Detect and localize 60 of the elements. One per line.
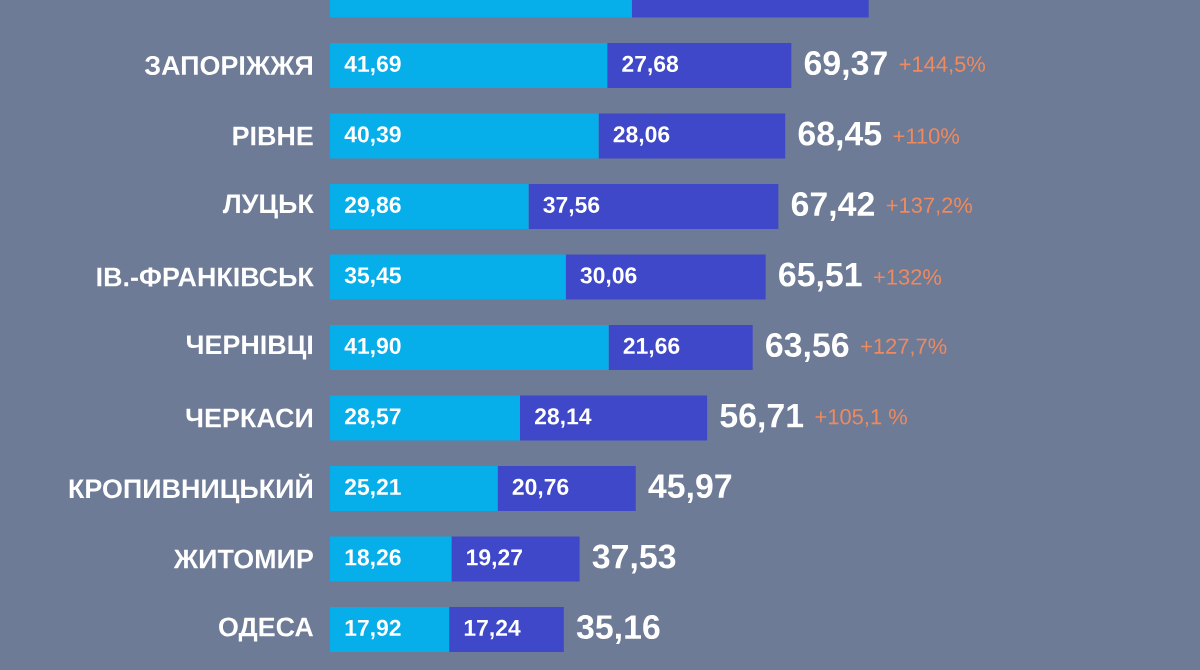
data-label: 41,90 [344,337,401,358]
y-tick-label: ЗАПОРІЖЖЯ [144,55,313,76]
total-label: 45,97 [648,474,732,503]
data-label: 18,26 [345,549,401,569]
bar [330,43,608,89]
data-label: 21,66 [623,337,680,358]
data-label: 17,92 [345,619,401,640]
data-label: 40,39 [344,126,401,146]
total-label: 56,71 [720,403,804,433]
text: +132% [874,269,942,285]
data-label: 29,86 [345,196,401,217]
annotation: +105,1 % [815,408,907,428]
text: +137,2% [886,197,973,216]
y-tick-label: РІВНЕ [233,126,313,146]
y-tick-label: ОДЕСА [219,617,314,642]
data-label: 28,57 [345,408,401,428]
total-label: 68,45 [798,121,882,151]
y-tick-label: КРОПИВНИЦЬКИЙ [69,473,312,504]
total-label: 69,37 [804,51,887,80]
bar [330,536,452,582]
bar [565,254,766,300]
bar [330,395,520,441]
bar [330,254,566,300]
data-label: 30,06 [580,267,637,287]
data-label: 25,21 [345,478,401,499]
data-label: 28,06 [613,126,670,146]
y-tick-label: ЛУЦЬК [222,194,314,219]
bar [497,466,636,512]
total-label: 35,16 [576,615,660,644]
data-label: 17,24 [464,619,521,640]
data-label: 19,27 [467,549,522,569]
total-label: 37,53 [592,544,676,574]
bar [330,466,498,512]
bar [451,536,580,582]
bar [330,184,529,230]
total-label: 65,51 [779,262,862,292]
bar [330,113,599,159]
y-tick-label: ЧЕРКАСИ [186,408,313,428]
bar [608,325,753,371]
y-tick-label: ЖИТОМИР [173,549,313,569]
bar [330,607,450,653]
bar [598,113,786,159]
bar [528,184,779,230]
bar [520,395,708,441]
data-label: 35,45 [344,267,401,287]
text: +144,5% [899,56,986,75]
annotation: +127,7% [861,338,947,357]
data-label: 41,69 [344,55,401,76]
data-label: 27,68 [622,55,679,76]
bar [607,43,792,89]
y-tick-label: ЧЕРНІВЦІ [187,335,312,360]
data-label: 20,76 [512,478,569,499]
y-tick-label: ІВ.-ФРАНКІВСЬК [97,267,314,287]
text: +110% [893,128,960,144]
data-label: 28,14 [534,408,592,428]
bar [449,607,564,653]
total-label: 67,42 [791,192,874,221]
total-label: 63,56 [766,333,849,362]
data-label: 37,56 [543,196,600,217]
bar [330,325,609,371]
